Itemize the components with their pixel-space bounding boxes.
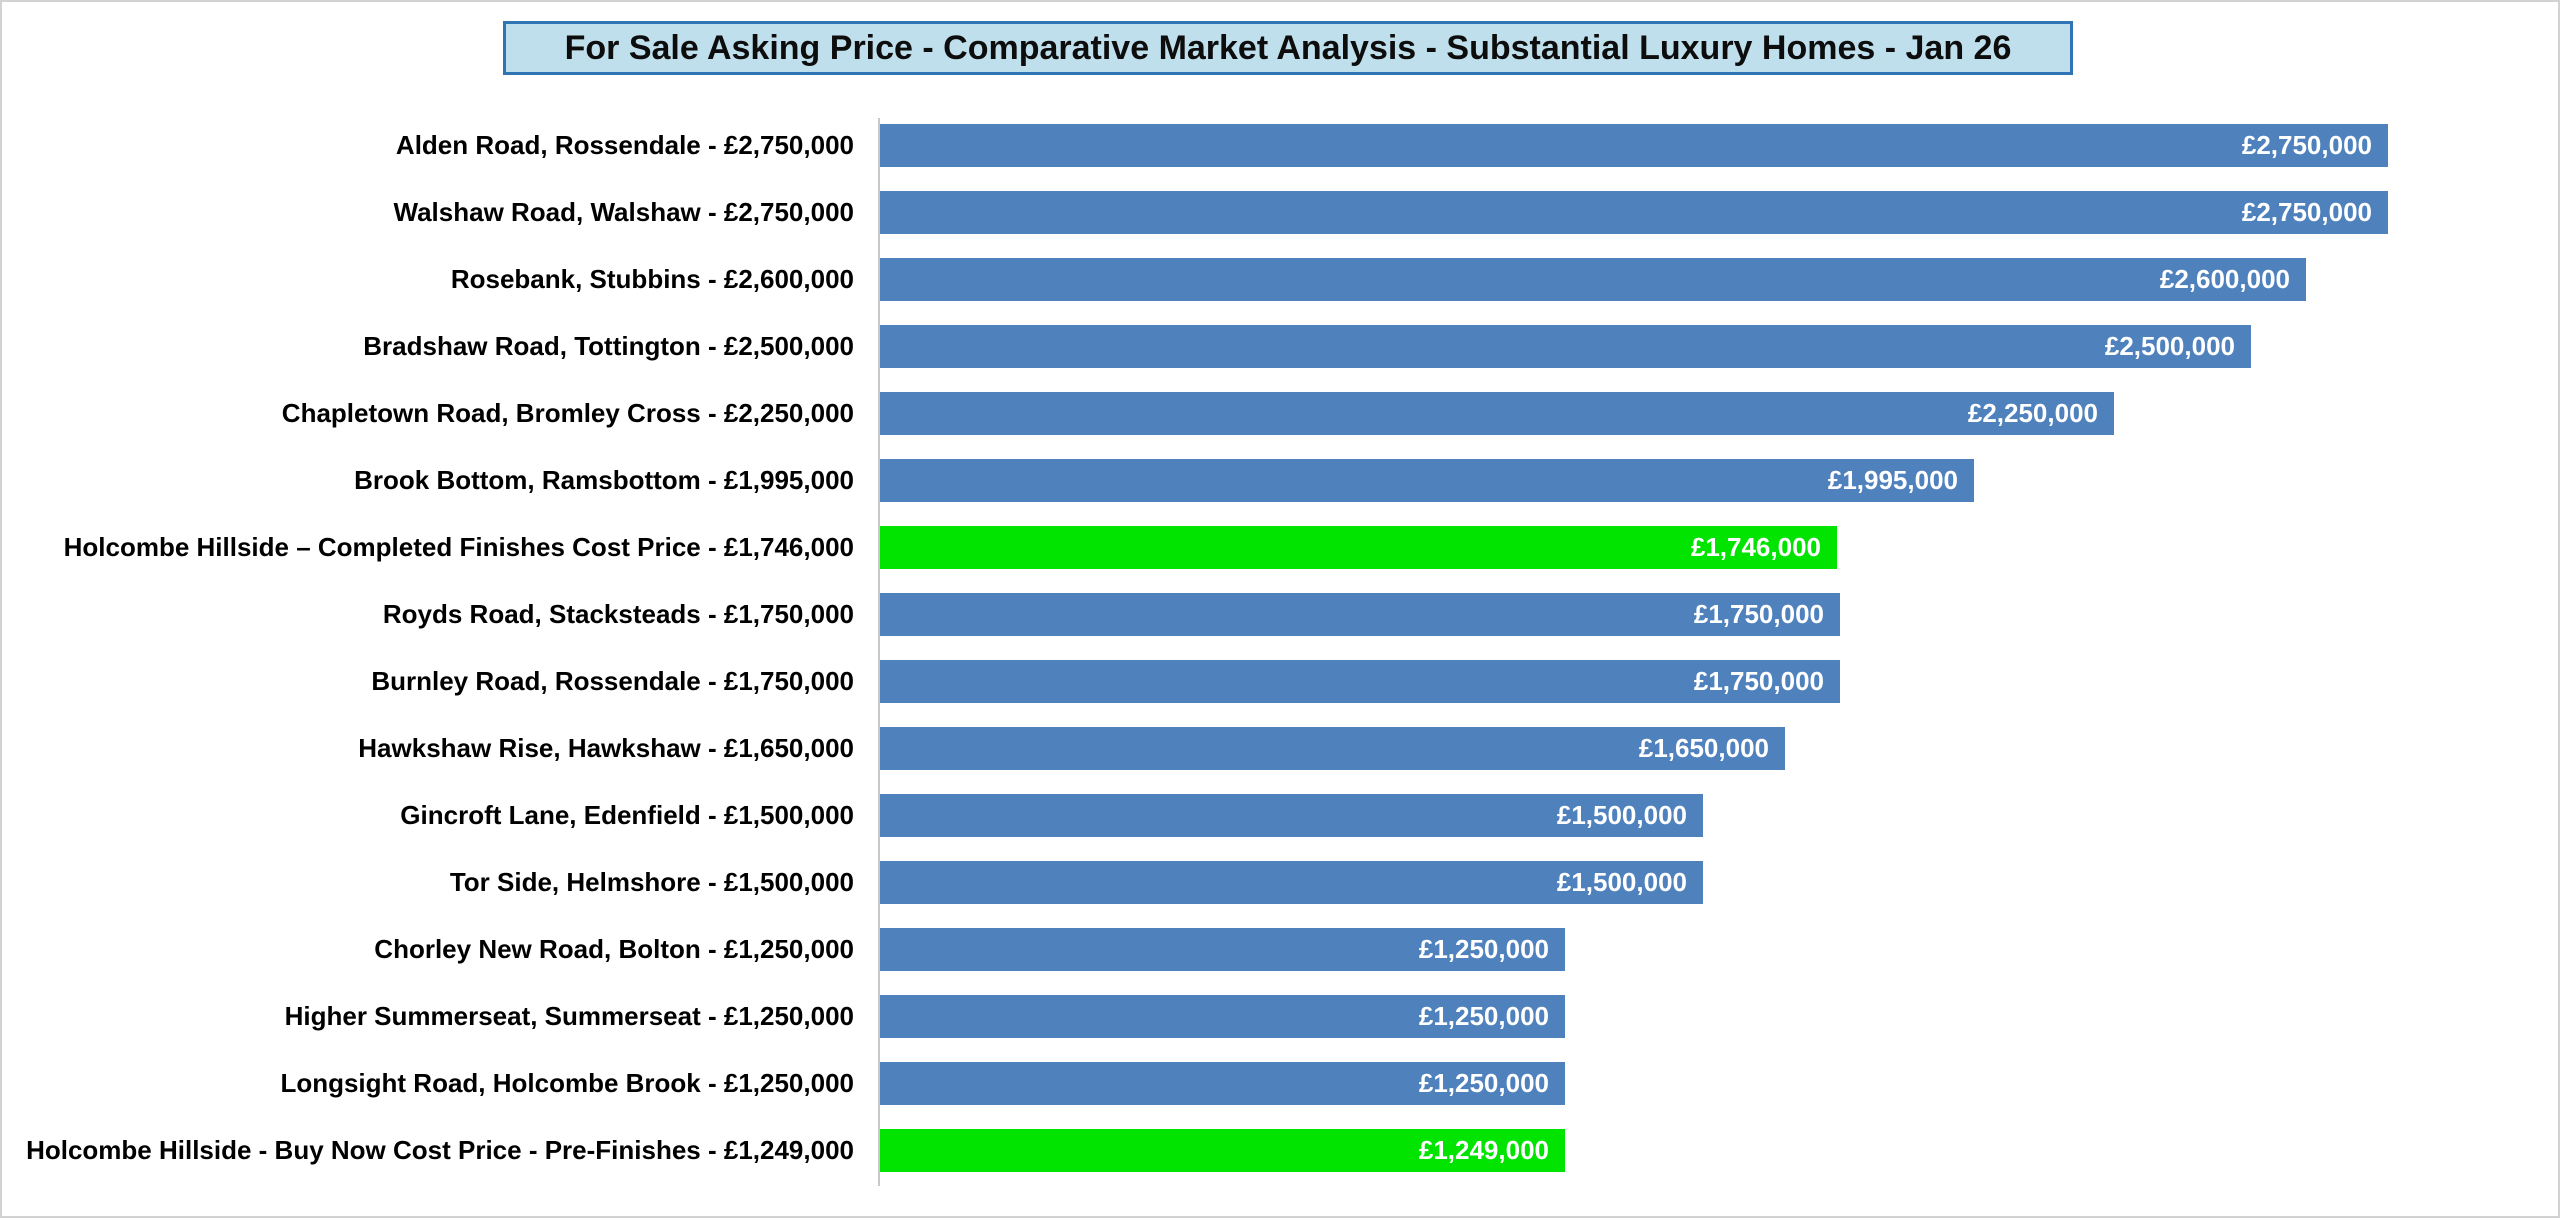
bar-value-label: £2,750,000 [2241,130,2372,160]
bar[interactable]: £2,500,000 [880,325,2251,368]
bar[interactable]: £2,600,000 [880,258,2306,301]
bar-value-label: £1,500,000 [1556,867,1687,897]
bar-row: Tor Side, Helmshore - £1,500,000 £1,500,0… [0,861,2560,904]
bar-row: Alden Road, Rossendale - £2,750,000 £2,75… [0,124,2560,167]
bar[interactable]: £1,500,000 [880,861,1703,904]
bar-value-label: £2,250,000 [1967,398,2098,428]
bar[interactable]: £2,750,000 [880,124,2388,167]
bar-value-label: £1,249,000 [1418,1135,1549,1165]
bar[interactable]: £1,500,000 [880,794,1703,837]
bar-row: Walshaw Road, Walshaw - £2,750,000 £2,750… [0,191,2560,234]
bar-row: Holcombe Hillside – Completed Finishes C… [0,526,2560,569]
bar-row: Hawkshaw Rise, Hawkshaw - £1,650,000 £1,6… [0,727,2560,770]
bar-value-label: £1,650,000 [1638,733,1769,763]
bar[interactable]: £1,995,000 [880,459,1974,502]
category-axis-line [878,118,880,1186]
bar-row: Rosebank, Stubbins - £2,600,000 £2,600,00… [0,258,2560,301]
category-label: Chorley New Road, Bolton - £1,250,000 [374,934,854,964]
category-label: Gincroft Lane, Edenfield - £1,500,000 [400,800,854,830]
bar-value-label: £1,746,000 [1690,532,1821,562]
category-label: Burnley Road, Rossendale - £1,750,000 [371,666,854,696]
bar-value-label: £2,500,000 [2104,331,2235,361]
bar-row: Chorley New Road, Bolton - £1,250,000 £1,… [0,928,2560,971]
bar-row: Royds Road, Stacksteads - £1,750,000 £1,7… [0,593,2560,636]
bar[interactable]: £1,250,000 [880,1062,1565,1105]
bar-value-label: £1,750,000 [1693,666,1824,696]
bar-row: Gincroft Lane, Edenfield - £1,500,000 £1,… [0,794,2560,837]
bar-value-label: £2,600,000 [2159,264,2290,294]
bar[interactable]: £1,250,000 [880,928,1565,971]
bar-value-label: £1,250,000 [1418,934,1549,964]
category-label: Alden Road, Rossendale - £2,750,000 [395,130,854,160]
bar-value-label: £1,250,000 [1418,1001,1549,1031]
bar[interactable]: £1,750,000 [880,660,1840,703]
category-label: Higher Summerseat, Summerseat - £1,250,0… [284,1001,854,1031]
category-label: Rosebank, Stubbins - £2,600,000 [450,264,854,294]
category-label: Bradshaw Road, Tottington - £2,500,000 [363,331,854,361]
bar[interactable]: £1,250,000 [880,995,1565,1038]
bar[interactable]: £1,650,000 [880,727,1785,770]
category-label: Walshaw Road, Walshaw - £2,750,000 [393,197,854,227]
bar-row: Chapletown Road, Bromley Cross - £2,250,… [0,392,2560,435]
bar-row: Bradshaw Road, Tottington - £2,500,000 £2… [0,325,2560,368]
bar-value-label: £1,500,000 [1556,800,1687,830]
bar-highlighted[interactable]: £1,249,000 [880,1129,1565,1172]
category-label: Holcombe Hillside – Completed Finishes C… [63,532,854,562]
bar-row: Brook Bottom, Ramsbottom - £1,995,000 £1,… [0,459,2560,502]
bar[interactable]: £2,250,000 [880,392,2114,435]
category-label: Royds Road, Stacksteads - £1,750,000 [382,599,854,629]
category-label: Hawkshaw Rise, Hawkshaw - £1,650,000 [358,733,854,763]
bar[interactable]: £1,750,000 [880,593,1840,636]
bar-value-label: £2,750,000 [2241,197,2372,227]
bar-value-label: £1,250,000 [1418,1068,1549,1098]
category-label: Chapletown Road, Bromley Cross - £2,250,… [281,398,854,428]
bar-row: Burnley Road, Rossendale - £1,750,000 £1,… [0,660,2560,703]
category-label: Holcombe Hillside - Buy Now Cost Price -… [26,1135,854,1165]
bar[interactable]: £2,750,000 [880,191,2388,234]
bar-row: Longsight Road, Holcombe Brook - £1,250,… [0,1062,2560,1105]
bar-value-label: £1,750,000 [1693,599,1824,629]
chart-title: For Sale Asking Price - Comparative Mark… [503,21,2073,75]
bar-row: Higher Summerseat, Summerseat - £1,250,0… [0,995,2560,1038]
bar-highlighted[interactable]: £1,746,000 [880,526,1837,569]
bar-value-label: £1,995,000 [1827,465,1958,495]
category-label: Longsight Road, Holcombe Brook - £1,250,… [280,1068,854,1098]
category-label: Tor Side, Helmshore - £1,500,000 [449,867,854,897]
category-label: Brook Bottom, Ramsbottom - £1,995,000 [354,465,854,495]
bar-row: Holcombe Hillside - Buy Now Cost Price -… [0,1129,2560,1172]
